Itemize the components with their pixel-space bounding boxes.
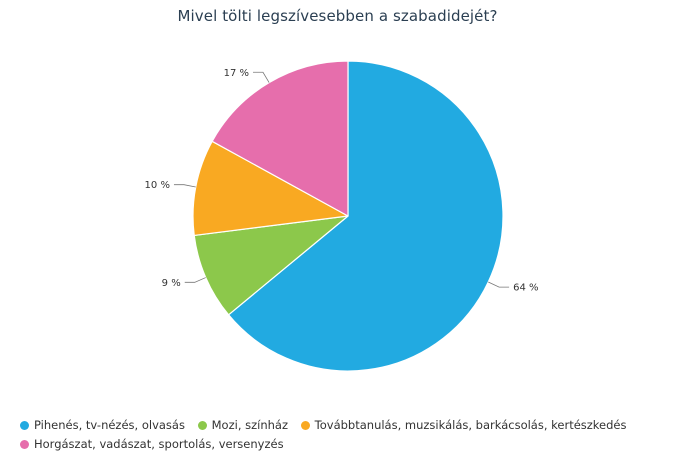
label-connector-tovabbtanulas bbox=[173, 184, 196, 188]
pie-data-labels: 64 % 9 % 10 % 17 % bbox=[145, 68, 539, 294]
legend-row-1: Pihenés, tv-nézés, olvasás Mozi, színház… bbox=[20, 416, 660, 435]
legend-item-horgaszat[interactable]: Horgászat, vadászat, sportolás, versenyz… bbox=[20, 435, 284, 454]
pie-slice-mozi[interactable] bbox=[193, 215, 349, 316]
legend-label-mozi: Mozi, színház bbox=[211, 418, 289, 432]
legend-marker-tovabbtanulas bbox=[300, 420, 310, 430]
legend-label-horgaszat: Horgászat, vadászat, sportolás, versenyz… bbox=[34, 437, 284, 451]
label-connector-mozi bbox=[184, 277, 206, 283]
legend-item-pihenes[interactable]: Pihenés, tv-nézés, olvasás bbox=[20, 416, 185, 435]
legend-label-tovabbtanulas: Továbbtanulás, muzsikálás, barkácsolás, … bbox=[314, 418, 627, 432]
legend: Pihenés, tv-nézés, olvasás Mozi, színház… bbox=[20, 416, 660, 454]
data-label-tovabbtanulas: 10 % bbox=[145, 180, 170, 191]
legend-item-mozi[interactable]: Mozi, színház bbox=[197, 416, 289, 435]
data-label-horgaszat: 17 % bbox=[224, 68, 249, 79]
data-label-mozi: 9 % bbox=[162, 278, 181, 289]
pie-slices bbox=[192, 60, 504, 372]
pie-slice-horgaszat[interactable] bbox=[211, 60, 349, 217]
pie-slice-pihenes[interactable] bbox=[227, 60, 504, 372]
legend-marker-pihenes bbox=[20, 420, 29, 430]
label-connector-pihenes bbox=[488, 281, 510, 288]
legend-marker-horgaszat bbox=[20, 439, 29, 449]
legend-marker-mozi bbox=[197, 420, 207, 430]
legend-item-tovabbtanulas[interactable]: Továbbtanulás, muzsikálás, barkácsolás, … bbox=[300, 416, 627, 435]
legend-row-2: Horgászat, vadászat, sportolás, versenyz… bbox=[20, 435, 660, 454]
label-connector-horgaszat bbox=[252, 71, 270, 83]
chart-title: Mivel tölti legszívesebben a szabadidejé… bbox=[177, 7, 498, 25]
legend-label-pihenes: Pihenés, tv-nézés, olvasás bbox=[34, 418, 185, 432]
data-label-pihenes: 64 % bbox=[513, 283, 538, 294]
